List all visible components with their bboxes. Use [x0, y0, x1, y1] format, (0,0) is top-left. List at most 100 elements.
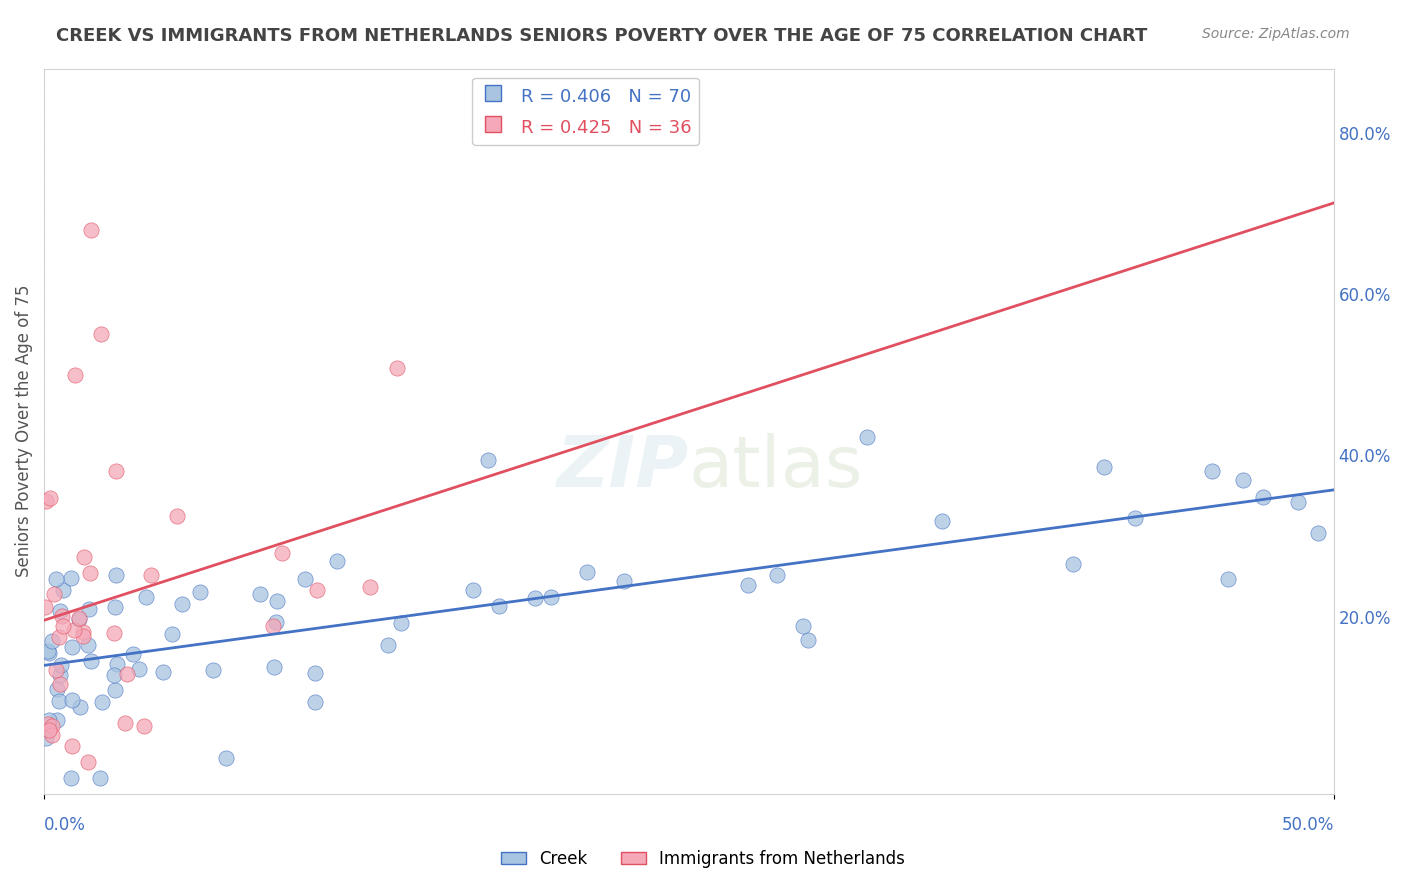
Point	[103, 668, 125, 682]
Point	[79, 223, 101, 237]
Point	[48, 694, 70, 708]
Point	[41, 729, 63, 743]
Point	[304, 666, 326, 681]
Point	[34, 600, 56, 615]
Point	[1123, 511, 1146, 525]
Text: ZIP: ZIP	[557, 433, 689, 502]
Point	[128, 662, 150, 676]
Point	[37, 716, 59, 731]
Point	[105, 657, 128, 671]
Point	[931, 514, 953, 528]
Point	[264, 615, 287, 630]
Point	[90, 327, 112, 342]
Point	[67, 610, 90, 624]
Point	[45, 572, 67, 586]
Point	[37, 644, 59, 658]
Point	[105, 567, 128, 582]
Point	[51, 657, 73, 672]
Point	[249, 586, 271, 600]
Point	[35, 731, 58, 745]
Point	[63, 368, 86, 382]
Point	[79, 566, 101, 580]
Point	[72, 630, 94, 644]
Text: atlas: atlas	[689, 433, 863, 502]
Point	[67, 612, 90, 626]
Point	[385, 361, 408, 376]
Point	[172, 597, 194, 611]
Point	[1232, 473, 1254, 487]
Point	[38, 646, 60, 660]
Point	[263, 660, 285, 674]
Point	[201, 663, 224, 677]
Legend: R = 0.406   N = 70, R = 0.425   N = 36: R = 0.406 N = 70, R = 0.425 N = 36	[472, 78, 699, 145]
Point	[463, 583, 485, 598]
Point	[134, 719, 156, 733]
Point	[104, 600, 127, 615]
Point	[60, 640, 83, 655]
Point	[73, 549, 96, 564]
Point	[41, 634, 63, 648]
Point	[262, 618, 284, 632]
Point	[49, 676, 72, 690]
Point	[304, 695, 326, 709]
Point	[46, 714, 69, 728]
Point	[270, 546, 292, 560]
Point	[305, 582, 328, 597]
Point	[377, 639, 399, 653]
Point	[46, 682, 69, 697]
Point	[540, 591, 562, 605]
Point	[104, 683, 127, 698]
Point	[389, 615, 412, 630]
Text: 0.0%: 0.0%	[44, 815, 86, 833]
Point	[114, 715, 136, 730]
Point	[103, 626, 125, 640]
Point	[38, 723, 60, 737]
Point	[115, 667, 138, 681]
Point	[1092, 460, 1115, 475]
Point	[48, 667, 70, 681]
Point	[152, 665, 174, 680]
Point	[214, 751, 236, 765]
Text: 50.0%: 50.0%	[1281, 815, 1334, 833]
Point	[477, 453, 499, 467]
Point	[105, 465, 128, 479]
Point	[294, 572, 316, 586]
Point	[60, 693, 83, 707]
Text: CREEK VS IMMIGRANTS FROM NETHERLANDS SENIORS POVERTY OVER THE AGE OF 75 CORRELAT: CREEK VS IMMIGRANTS FROM NETHERLANDS SEN…	[56, 27, 1147, 45]
Point	[45, 663, 67, 677]
Point	[359, 580, 381, 594]
Point	[765, 568, 787, 582]
Point	[59, 771, 82, 785]
Point	[38, 713, 60, 727]
Point	[1308, 525, 1330, 540]
Point	[72, 625, 94, 640]
Point	[42, 587, 65, 601]
Point	[737, 578, 759, 592]
Point	[41, 719, 63, 733]
Point	[59, 571, 82, 585]
Point	[77, 755, 100, 769]
Point	[1253, 490, 1275, 504]
Point	[62, 623, 84, 637]
Point	[266, 594, 288, 608]
Point	[69, 700, 91, 714]
Point	[613, 574, 636, 588]
Point	[523, 591, 546, 605]
Point	[856, 429, 879, 443]
Point	[52, 618, 75, 632]
Point	[325, 554, 347, 568]
Point	[1286, 495, 1309, 509]
Point	[89, 771, 111, 785]
Point	[166, 508, 188, 523]
Point	[35, 494, 58, 508]
Point	[49, 604, 72, 618]
Point	[135, 590, 157, 604]
Point	[51, 609, 73, 624]
Point	[76, 638, 98, 652]
Point	[52, 583, 75, 598]
Point	[488, 599, 510, 613]
Legend: Creek, Immigrants from Netherlands: Creek, Immigrants from Netherlands	[495, 844, 911, 875]
Point	[122, 647, 145, 661]
Point	[1062, 557, 1084, 571]
Point	[792, 619, 814, 633]
